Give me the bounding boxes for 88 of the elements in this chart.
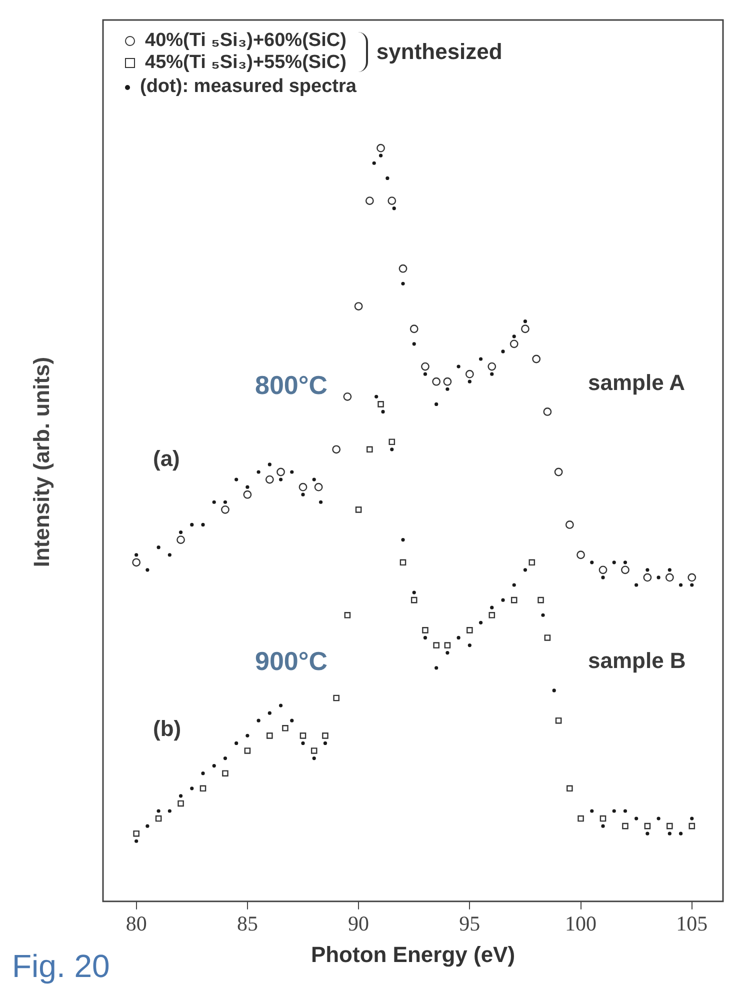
point bbox=[310, 748, 318, 754]
point bbox=[365, 196, 374, 205]
point bbox=[243, 490, 252, 499]
point bbox=[528, 559, 536, 566]
point bbox=[565, 520, 574, 529]
point bbox=[543, 408, 552, 416]
point bbox=[554, 468, 563, 476]
point bbox=[622, 822, 628, 830]
point bbox=[221, 505, 230, 514]
point bbox=[444, 642, 451, 648]
point bbox=[521, 324, 530, 334]
point bbox=[578, 815, 584, 822]
legend-label: 45%(Ti ₅Si₃)+55%(SiC) bbox=[145, 52, 346, 74]
point bbox=[244, 748, 251, 754]
point bbox=[314, 482, 323, 492]
point bbox=[598, 566, 608, 574]
legend-label: 40%(Ti ₅Si₃)+60%(SiC) bbox=[145, 30, 346, 52]
point bbox=[432, 377, 441, 386]
point bbox=[366, 446, 373, 453]
point bbox=[566, 785, 573, 792]
x-tick-label: 90 bbox=[348, 912, 370, 936]
point bbox=[133, 830, 140, 837]
point bbox=[488, 362, 496, 371]
annotation: sample A bbox=[588, 370, 686, 395]
point bbox=[510, 340, 518, 348]
point bbox=[532, 354, 541, 364]
point bbox=[421, 362, 430, 371]
point bbox=[333, 694, 340, 702]
point bbox=[398, 264, 408, 273]
point bbox=[443, 377, 452, 386]
point bbox=[343, 392, 352, 401]
x-axis-title: Photon Energy (eV) bbox=[310, 942, 516, 967]
x-tick-label: 95 bbox=[459, 912, 480, 936]
caption: Fig. 20 bbox=[12, 948, 110, 984]
annotation: 800°C bbox=[255, 370, 328, 400]
point bbox=[510, 596, 518, 604]
point bbox=[322, 732, 328, 739]
annotation: (b) bbox=[153, 716, 182, 741]
y-axis-title: Intensity (arb. units) bbox=[29, 356, 55, 568]
annotation: (a) bbox=[153, 446, 180, 471]
point bbox=[665, 573, 674, 582]
point bbox=[400, 559, 406, 566]
point bbox=[155, 815, 162, 822]
point bbox=[344, 612, 351, 618]
point bbox=[378, 401, 384, 408]
x-tick-label: 100 bbox=[565, 912, 597, 936]
point bbox=[433, 642, 440, 648]
point bbox=[644, 822, 651, 830]
point bbox=[332, 445, 341, 454]
point bbox=[422, 627, 428, 634]
point bbox=[488, 612, 496, 618]
point bbox=[410, 324, 418, 334]
point bbox=[621, 566, 630, 574]
point bbox=[355, 506, 362, 513]
point bbox=[643, 573, 652, 582]
point bbox=[376, 144, 385, 152]
x-tick-label: 80 bbox=[126, 912, 147, 936]
point bbox=[298, 482, 308, 492]
point bbox=[200, 785, 206, 792]
point bbox=[354, 302, 363, 310]
point bbox=[266, 732, 273, 739]
point bbox=[688, 822, 696, 830]
point bbox=[300, 732, 306, 739]
legend-title: synthesized bbox=[376, 39, 502, 65]
point bbox=[466, 627, 473, 634]
point bbox=[465, 370, 474, 378]
point bbox=[282, 724, 288, 732]
point bbox=[132, 558, 141, 567]
point bbox=[265, 475, 274, 484]
point bbox=[410, 596, 418, 604]
point bbox=[666, 822, 673, 830]
legend-label: (dot): measured spectra bbox=[140, 76, 356, 98]
point bbox=[178, 800, 184, 807]
point bbox=[388, 196, 396, 205]
point bbox=[576, 550, 585, 560]
annotation: sample B bbox=[588, 648, 686, 673]
x-tick-label: 105 bbox=[676, 912, 708, 936]
x-tick-label: 85 bbox=[236, 912, 258, 936]
point bbox=[276, 468, 285, 476]
point bbox=[688, 573, 696, 582]
point bbox=[388, 438, 396, 446]
point bbox=[544, 634, 551, 641]
point bbox=[555, 717, 562, 724]
annotation: 900°C bbox=[255, 646, 328, 676]
point bbox=[176, 536, 185, 544]
point bbox=[600, 815, 606, 822]
point bbox=[538, 596, 544, 604]
point bbox=[222, 770, 228, 776]
